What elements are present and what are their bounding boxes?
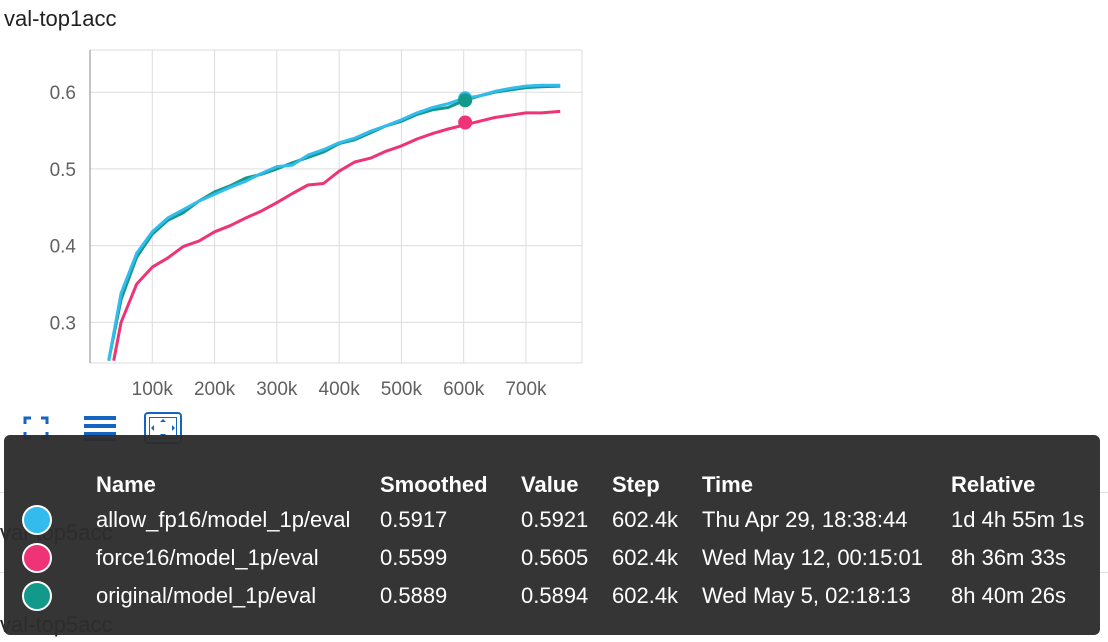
tooltip-table: Name Smoothed Value Step Time Relative a… — [22, 469, 1094, 615]
chart-title: val-top1acc — [4, 6, 117, 31]
tooltip-panel: Name Smoothed Value Step Time Relative a… — [4, 435, 1100, 635]
hover-point-marker — [458, 115, 473, 130]
run-color-swatch — [22, 581, 52, 611]
step-value: 602.4k — [612, 507, 679, 532]
series-line — [107, 83, 561, 361]
x-tick-label: 700k — [505, 379, 547, 400]
smoothed-value: 0.5599 — [380, 545, 448, 570]
run-name: allow_fp16/model_1p/eval — [96, 507, 351, 532]
smoothed-value: 0.5917 — [380, 507, 448, 532]
header-swatch — [22, 469, 96, 501]
run-color-swatch — [22, 543, 52, 573]
relative-value: 8h 36m 33s — [951, 545, 1066, 570]
time-value: Wed May 5, 02:18:13 — [702, 583, 911, 608]
raw-value: 0.5605 — [521, 545, 589, 570]
relative-value: 1d 4h 55m 1s — [951, 507, 1085, 532]
time-value: Thu Apr 29, 18:38:44 — [702, 507, 908, 532]
header-relative: Relative — [951, 472, 1036, 497]
y-tick-label: 0.5 — [50, 160, 76, 181]
header-smoothed: Smoothed — [380, 472, 488, 497]
series-line — [112, 109, 561, 361]
smoothed-value: 0.5889 — [380, 583, 448, 608]
run-color-swatch — [22, 505, 52, 535]
run-name: force16/model_1p/eval — [96, 545, 319, 570]
header-value: Value — [521, 472, 579, 497]
x-tick-label: 600k — [443, 379, 485, 400]
x-tick-label: 200k — [194, 379, 236, 400]
fullscreen-button[interactable] — [16, 410, 56, 446]
header-time: Time — [702, 472, 753, 497]
line-chart[interactable]: 0.3 0.4 0.5 0.6 100k 200k 300k 400k 500k 600k 700k — [0, 40, 600, 400]
step-value: 602.4k — [612, 545, 679, 570]
fullscreen-icon — [23, 416, 49, 440]
table-row: original/model_1p/eval 0.5889 0.5894 602… — [22, 577, 1094, 615]
x-tick-label: 500k — [381, 379, 423, 400]
x-tick-label: 400k — [319, 379, 361, 400]
table-row: force16/model_1p/eval 0.5599 0.5605 602.… — [22, 539, 1094, 577]
header-step: Step — [612, 472, 660, 497]
x-tick-label: 100k — [132, 379, 174, 400]
raw-value: 0.5894 — [521, 583, 589, 608]
y-tick-label: 0.6 — [50, 83, 76, 104]
table-row: allow_fp16/model_1p/eval 0.5917 0.5921 6… — [22, 501, 1094, 539]
step-value: 602.4k — [612, 583, 679, 608]
run-name: original/model_1p/eval — [96, 583, 317, 608]
swatch-cell — [22, 577, 96, 615]
relative-value: 8h 40m 26s — [951, 583, 1066, 608]
header-name: Name — [96, 472, 156, 497]
hover-point-marker — [458, 93, 473, 108]
y-tick-label: 0.3 — [50, 313, 76, 334]
tooltip-header-row: Name Smoothed Value Step Time Relative — [22, 469, 1094, 501]
y-tick-label: 0.4 — [50, 237, 77, 258]
raw-value: 0.5921 — [521, 507, 589, 532]
time-value: Wed May 12, 00:15:01 — [702, 545, 923, 570]
x-tick-label: 300k — [256, 379, 298, 400]
swatch-cell — [22, 501, 96, 539]
swatch-cell — [22, 539, 96, 577]
series-line — [107, 84, 561, 361]
